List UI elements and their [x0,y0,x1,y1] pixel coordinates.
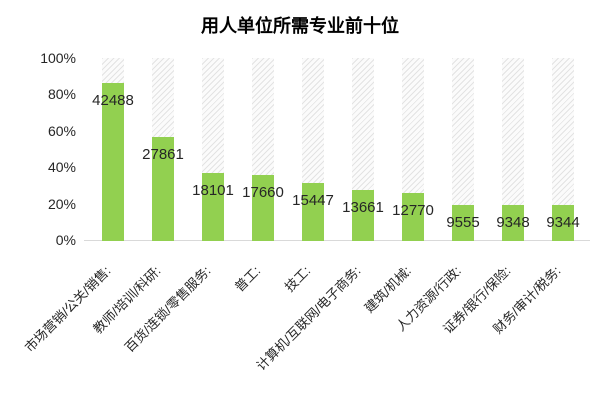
y-axis-tick-label: 40% [47,159,76,176]
y-axis-tick-label: 80% [47,86,76,103]
value-bar [402,192,424,241]
y-axis-tick-label: 60% [47,122,76,139]
y-axis-tick-label: 0% [55,232,76,248]
bar-value-label: 17660 [242,183,284,201]
value-bar [352,189,374,241]
value-bar [202,173,224,241]
value-bar [152,136,174,241]
x-axis-line [84,240,590,241]
bar-value-label: 42488 [92,91,134,109]
value-bar [302,182,324,241]
x-axis-category-text: 百货/连锁/零售服务: [121,263,214,355]
bar-value-label: 9348 [496,214,530,232]
bar-value-label: 27861 [142,145,184,163]
background-hatch-bar [502,58,524,240]
bar-value-label: 13661 [342,198,384,216]
value-bar [552,205,574,241]
bar-value-label: 15447 [292,191,334,209]
bar-value-label: 12770 [392,201,434,219]
x-axis-category-text: 技工: [282,263,314,295]
chart-title: 用人单位所需专业前十位 [201,16,399,36]
y-axis-tick-label: 20% [47,195,76,212]
value-bar [452,204,474,241]
bar-value-label: 9555 [446,213,480,231]
bar-value-label: 9344 [546,214,580,232]
background-hatch-bar [452,58,474,240]
y-axis-tick-label: 100% [40,50,76,66]
x-axis-category-text: 普工: [232,263,264,295]
value-bar [102,82,124,241]
value-bar [252,174,274,241]
bar-value-label: 18101 [192,182,234,200]
background-hatch-bar [552,58,574,240]
value-bar [502,205,524,241]
x-axis-category-text: 市场营销/公关/销售: [21,263,114,355]
